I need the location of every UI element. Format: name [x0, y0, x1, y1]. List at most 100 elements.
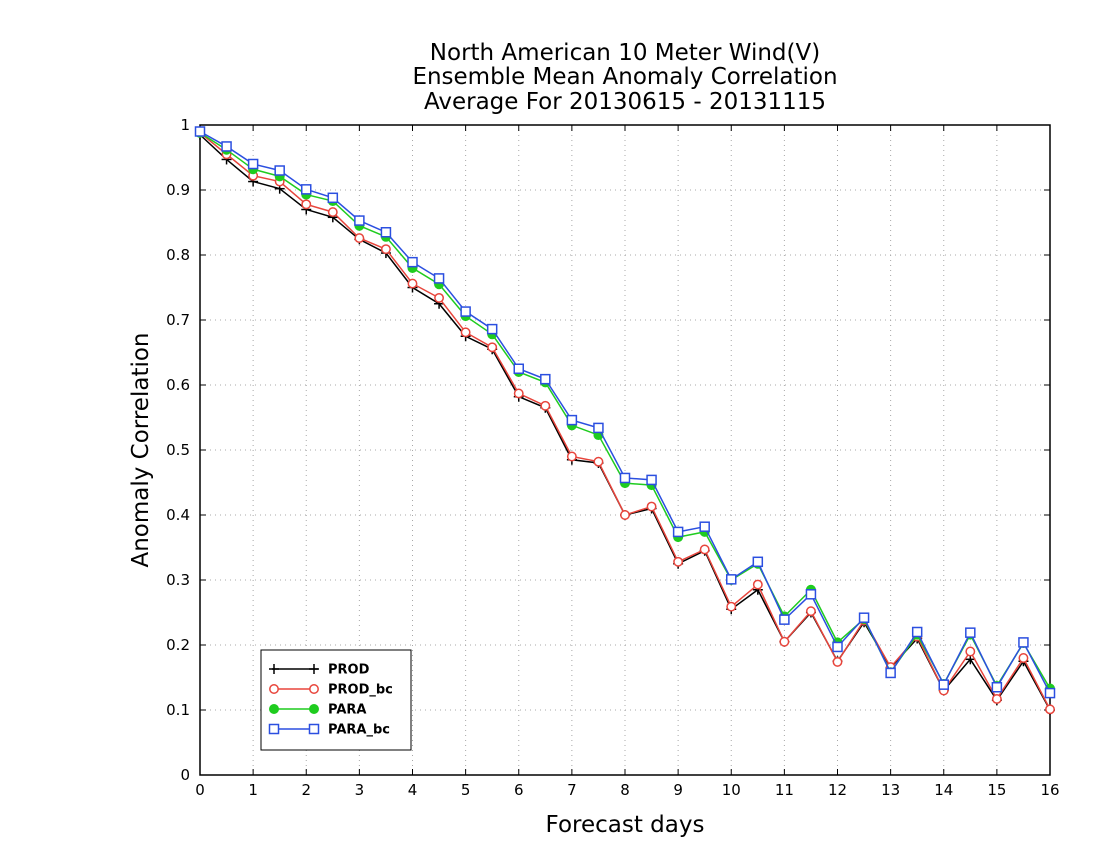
- chart-title-line-1: North American 10 Meter Wind(V): [430, 40, 820, 66]
- data-point: [327, 192, 339, 204]
- data-point: [487, 342, 498, 353]
- legend-marker: [268, 723, 280, 735]
- legend-item: PROD: [269, 663, 370, 678]
- data-point: [672, 526, 684, 538]
- data-point: [247, 158, 259, 170]
- x-tick-label: 6: [514, 781, 524, 799]
- y-tick-label: 0.5: [166, 441, 190, 459]
- data-point: [194, 126, 206, 137]
- x-tick-label: 3: [355, 781, 365, 799]
- x-tick-label: 8: [620, 781, 630, 799]
- legend-marker: [269, 664, 279, 674]
- data-point: [726, 574, 737, 585]
- series-prod: [195, 129, 1055, 715]
- x-tick-label: 16: [1040, 781, 1059, 799]
- data-point: [673, 556, 684, 567]
- data-point: [434, 292, 445, 303]
- x-tick-label: 9: [673, 781, 683, 799]
- legend-marker: [309, 684, 319, 694]
- data-point: [646, 474, 657, 486]
- y-tick-label: 0.8: [166, 246, 190, 264]
- legend-item: PROD_bc: [269, 683, 393, 698]
- data-point: [380, 227, 392, 238]
- data-point: [301, 184, 312, 195]
- data-point: [433, 273, 445, 284]
- data-point: [486, 323, 498, 335]
- y-tick-label: 0.9: [166, 181, 190, 199]
- y-tick-label: 0.3: [166, 571, 190, 589]
- data-point: [354, 233, 365, 244]
- data-point: [619, 472, 631, 484]
- legend-label: PROD_bc: [328, 683, 393, 698]
- series-group: [194, 126, 1056, 715]
- y-tick-label: 0.1: [166, 701, 190, 719]
- data-point: [832, 656, 843, 667]
- data-point: [274, 165, 285, 176]
- y-tick-label: 0.7: [166, 311, 190, 329]
- legend-marker: [309, 704, 319, 714]
- data-point: [991, 682, 1003, 693]
- legend-marker: [269, 704, 279, 714]
- data-point: [301, 199, 312, 210]
- legend-marker: [309, 664, 319, 674]
- data-point: [885, 667, 896, 679]
- y-tick-label: 0.4: [166, 506, 190, 524]
- data-point: [460, 306, 471, 317]
- legend-item: PARA: [269, 703, 366, 718]
- data-point: [858, 612, 870, 623]
- legend-item: PARA_bc: [268, 723, 390, 738]
- x-tick-label: 2: [301, 781, 311, 799]
- data-point: [779, 614, 790, 625]
- y-axis-label: Anomaly Correlation: [128, 332, 154, 567]
- data-point: [1018, 637, 1029, 648]
- legend-label: PARA_bc: [328, 723, 390, 738]
- data-point: [593, 422, 604, 434]
- data-point: [354, 215, 365, 226]
- data-point: [221, 141, 232, 152]
- data-point: [566, 414, 578, 426]
- series-para-bc: [194, 126, 1056, 699]
- chart-title-line-3: Average For 20130615 - 20131115: [424, 89, 826, 115]
- legend: PROD PROD_bc PARA PARA_bc: [260, 649, 412, 751]
- data-point: [460, 327, 471, 338]
- legend-label: PROD: [328, 663, 370, 678]
- data-point: [407, 278, 418, 289]
- data-point: [593, 456, 604, 467]
- data-point: [540, 400, 551, 411]
- y-tick-label: 1: [180, 116, 190, 134]
- data-point: [646, 501, 657, 512]
- x-tick-label: 13: [881, 781, 900, 799]
- data-point: [752, 556, 764, 568]
- data-point: [911, 626, 923, 638]
- data-point: [991, 694, 1002, 704]
- x-tick-label: 4: [408, 781, 418, 799]
- data-point: [726, 601, 737, 612]
- legend-box: [260, 649, 412, 751]
- data-point: [513, 363, 524, 374]
- data-point: [965, 646, 976, 657]
- x-tick-label: 7: [567, 781, 577, 799]
- data-point: [1018, 653, 1029, 663]
- data-point: [965, 627, 976, 638]
- series-line: [199, 132, 1051, 710]
- data-point: [566, 451, 577, 462]
- x-tick-label: 11: [775, 781, 794, 799]
- legend-marker: [269, 684, 279, 694]
- x-tick-label: 0: [195, 781, 205, 799]
- chart-title-line-2: Ensemble Mean Anomaly Correlation: [412, 64, 837, 90]
- data-point: [1045, 704, 1055, 715]
- data-point: [832, 641, 843, 653]
- x-tick-label: 1: [248, 781, 258, 799]
- data-point: [620, 510, 630, 520]
- data-point: [779, 636, 790, 647]
- x-axis-label: Forecast days: [546, 812, 705, 838]
- series-line: [199, 134, 1051, 711]
- data-point: [699, 521, 710, 532]
- x-tick-label: 10: [722, 781, 741, 799]
- data-point: [513, 388, 524, 399]
- legend-label: PARA: [328, 703, 366, 718]
- x-tick-label: 15: [987, 781, 1006, 799]
- data-point: [1044, 687, 1056, 699]
- data-point: [540, 373, 551, 385]
- y-tick-label: 0.6: [166, 376, 190, 394]
